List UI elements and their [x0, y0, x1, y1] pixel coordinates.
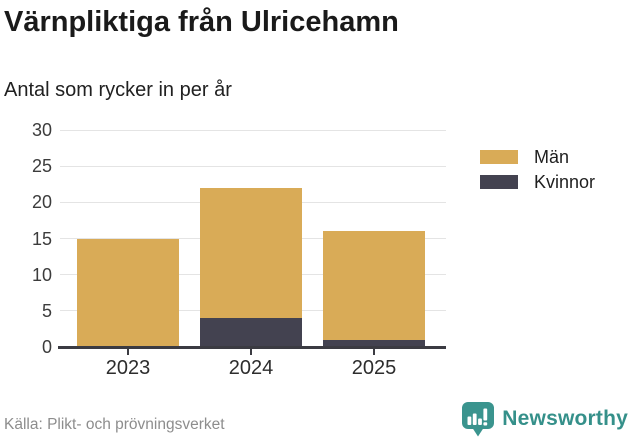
chart-title: Värnpliktiga från Ulricehamn	[4, 6, 399, 38]
y-axis-tick-label: 15	[31, 228, 52, 249]
x-axis-tick-label: 2024	[228, 357, 274, 379]
x-axis-tick-label: 2023	[105, 357, 151, 379]
chart-subtitle: Antal som rycker in per år	[4, 79, 232, 101]
y-axis-tick-label: 25	[31, 156, 52, 177]
x-axis-tick	[127, 349, 129, 355]
newsworthy-logo-text: Newsworthy	[502, 407, 628, 430]
y-axis-tick-label: 20	[31, 192, 52, 213]
bar-segment-man-2025	[323, 231, 425, 340]
bar-segment-man-2024	[200, 187, 302, 319]
gridline	[60, 129, 446, 131]
legend-label: Kvinnor	[534, 171, 596, 192]
bar-segment-kvinnor-2025	[323, 339, 425, 347]
x-axis-tick	[373, 349, 375, 355]
source-note: Källa: Plikt- och prövningsverket	[4, 416, 225, 433]
legend-swatch-man	[480, 150, 518, 164]
newsworthy-logo[interactable]: Newsworthy	[461, 401, 628, 437]
legend-item-man: Män	[480, 146, 595, 168]
y-axis-tick-label: 30	[31, 120, 52, 140]
y-axis-tick-label: 5	[41, 300, 52, 321]
legend-item-kvinnor: Kvinnor	[480, 171, 595, 193]
legend-swatch-kvinnor	[480, 175, 518, 189]
newsworthy-logo-icon	[462, 402, 495, 437]
x-axis-tick	[250, 349, 252, 355]
legend-label: Män	[534, 146, 570, 167]
x-axis-tick-label: 2025	[351, 357, 397, 379]
y-axis-tick-label: 10	[31, 264, 52, 285]
bar-segment-kvinnor-2024	[200, 318, 302, 347]
gridline	[60, 165, 446, 167]
chart-legend: Män Kvinnor	[480, 146, 595, 193]
y-axis-tick-label: 0	[41, 337, 52, 357]
bar-segment-man-2023	[77, 238, 179, 347]
x-axis-line	[58, 346, 446, 349]
